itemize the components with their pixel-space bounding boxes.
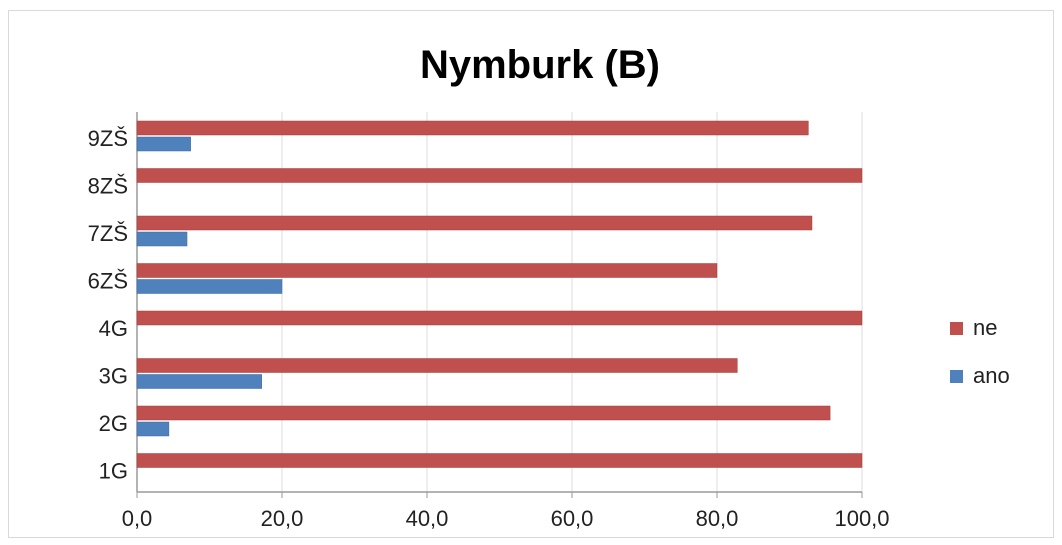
x-axis-labels: 0,0 20,0 40,0 60,0 80,0 100,0 <box>122 506 890 531</box>
bar-ne <box>136 405 831 421</box>
legend-label: ne <box>973 315 997 340</box>
y-tick-label: 7ZŠ <box>88 221 128 246</box>
x-tick-label: 60,0 <box>551 506 594 531</box>
y-tick-label: 1G <box>99 459 128 484</box>
legend-label: ano <box>973 363 1010 388</box>
y-tick-label: 4G <box>99 316 128 341</box>
y-tick-label: 9ZŠ <box>88 126 128 151</box>
y-axis-labels: 9ZŠ 8ZŠ 7ZŠ 6ZŠ 4G 3G 2G 1G <box>88 126 128 484</box>
bar-ano <box>136 231 188 247</box>
y-tick-label: 6ZŠ <box>88 269 128 294</box>
legend-swatch <box>950 370 963 383</box>
bar-ano <box>136 421 170 437</box>
x-tick-label: 20,0 <box>261 506 304 531</box>
bar-ano <box>136 374 262 389</box>
bar-ne <box>136 120 809 136</box>
bar-ne <box>136 168 863 183</box>
x-tick-label: 0,0 <box>122 506 153 531</box>
bars <box>136 120 863 468</box>
bar-ne <box>136 263 718 278</box>
y-tick-label: 2G <box>99 411 128 436</box>
legend: ne ano <box>950 315 1010 388</box>
bar-ne <box>136 310 863 326</box>
bar-ne <box>136 215 813 231</box>
legend-swatch <box>950 322 963 335</box>
bar-ano <box>136 279 283 294</box>
x-tick-label: 40,0 <box>406 506 449 531</box>
x-tick-label: 80,0 <box>696 506 739 531</box>
bar-ne <box>136 453 863 468</box>
bar-ne <box>136 358 738 373</box>
bar-ano <box>136 136 191 152</box>
y-tick-label: 3G <box>99 364 128 389</box>
y-tick-label: 8ZŠ <box>88 174 128 199</box>
chart-title: Nymburk (B) <box>420 43 660 87</box>
x-tick-label: 100,0 <box>834 506 889 531</box>
